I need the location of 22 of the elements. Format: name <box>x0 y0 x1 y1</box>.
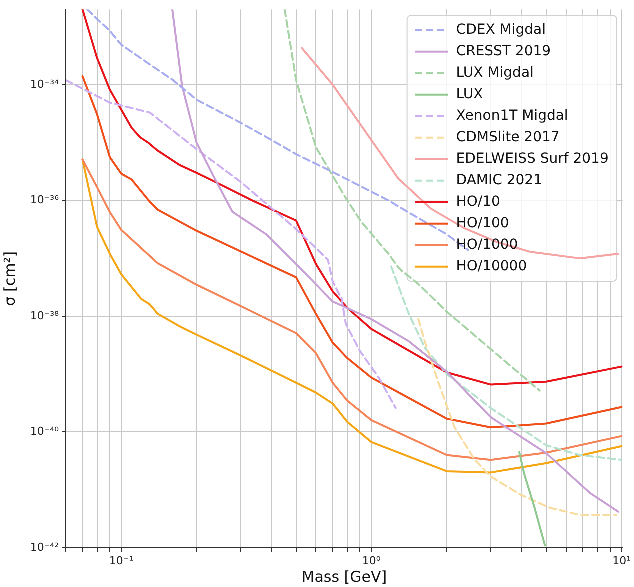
legend-label: CRESST 2019 <box>456 43 552 60</box>
y-tick-label: 10⁻³⁴ <box>30 78 60 91</box>
y-tick-label: 10⁻³⁶ <box>30 194 60 207</box>
y-tick-label: 10⁻⁴² <box>30 540 59 554</box>
legend-label: DAMIC 2021 <box>456 172 542 188</box>
y-tick-label: 10⁻⁴⁰ <box>30 425 60 438</box>
legend-label: HO/1000 <box>456 236 518 253</box>
x-tick-label: 10⁰ <box>362 554 382 568</box>
legend-label: CDEX Migdal <box>456 22 546 38</box>
legend-label: CDMSlite 2017 <box>456 129 560 146</box>
legend-label: Xenon1T Migdal <box>456 108 568 124</box>
legend-label: LUX <box>456 86 484 102</box>
legend-label: HO/100 <box>456 215 510 232</box>
x-tick-label: 10¹ <box>612 554 631 568</box>
legend-label: HO/10 <box>456 194 500 210</box>
legend-label: LUX Migdal <box>456 64 534 81</box>
legend-label: HO/10000 <box>456 258 528 274</box>
x-axis-title: Mass [GeV] <box>302 568 388 586</box>
x-tick-label: 10⁻¹ <box>109 554 134 568</box>
y-axis-title: σ [cm²] <box>0 251 19 306</box>
legend-label: EDELWEISS Surf 2019 <box>456 150 609 167</box>
y-tick-label: 10⁻³⁸ <box>30 309 60 322</box>
